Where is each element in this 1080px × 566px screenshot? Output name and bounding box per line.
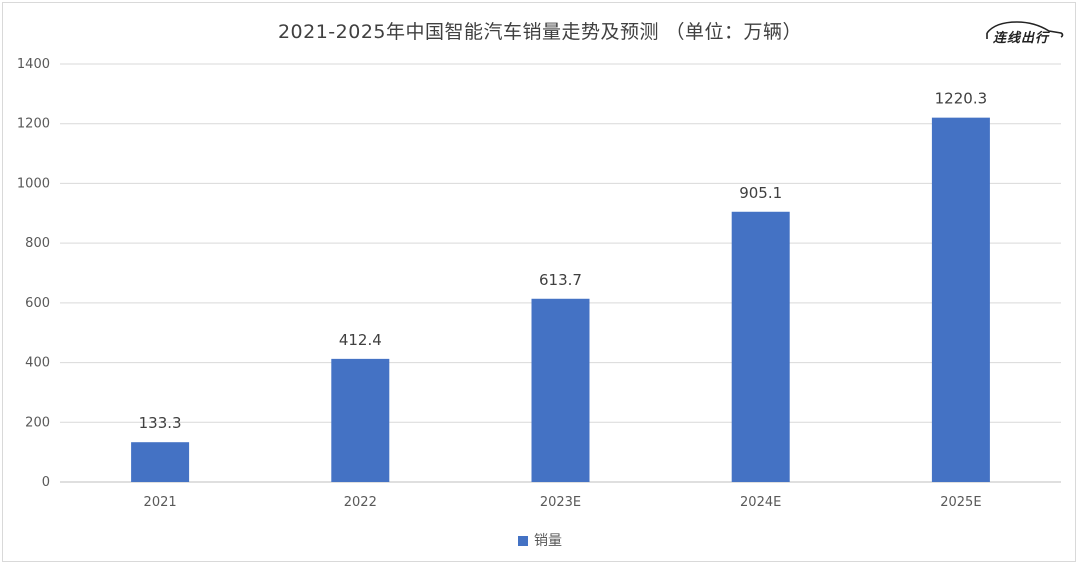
data-label: 613.7	[539, 271, 582, 289]
data-label: 1220.3	[935, 90, 988, 108]
data-label: 412.4	[339, 331, 382, 349]
data-label: 133.3	[139, 414, 182, 432]
brand-logo: 连线出行	[983, 17, 1067, 47]
y-tick-label: 1000	[17, 176, 50, 191]
x-tick-label: 2023E	[540, 495, 581, 510]
bar	[731, 211, 790, 482]
car-outline-icon	[986, 21, 1064, 39]
x-tick-label: 2024E	[740, 495, 781, 510]
x-tick-label: 2021	[144, 495, 177, 510]
x-tick-label: 2022	[344, 495, 377, 510]
legend-label: 销量	[534, 533, 562, 549]
bar	[131, 442, 190, 482]
y-tick-label: 0	[42, 475, 50, 490]
y-tick-label: 1400	[17, 57, 50, 72]
y-tick-label: 1200	[17, 117, 50, 132]
bar-chart: 0 200 400 600 800 1000 1200 1400 133.3 2021 412.4 2…	[17, 57, 1061, 510]
y-tick-label: 200	[25, 415, 50, 430]
data-label: 905.1	[739, 184, 782, 202]
logo-text: 连线出行	[993, 31, 1050, 46]
y-tick-label: 400	[25, 356, 50, 371]
bar	[531, 298, 590, 482]
x-tick-label: 2025E	[940, 495, 981, 510]
y-tick-label: 800	[25, 236, 50, 251]
legend-swatch	[518, 536, 528, 546]
bar	[331, 358, 390, 482]
chart-title: 2021-2025年中国智能汽车销量走势及预测 （单位：万辆）	[277, 21, 803, 43]
y-tick-label: 600	[25, 296, 50, 311]
chart-legend: 销量	[3, 530, 1077, 550]
bar	[931, 117, 990, 482]
